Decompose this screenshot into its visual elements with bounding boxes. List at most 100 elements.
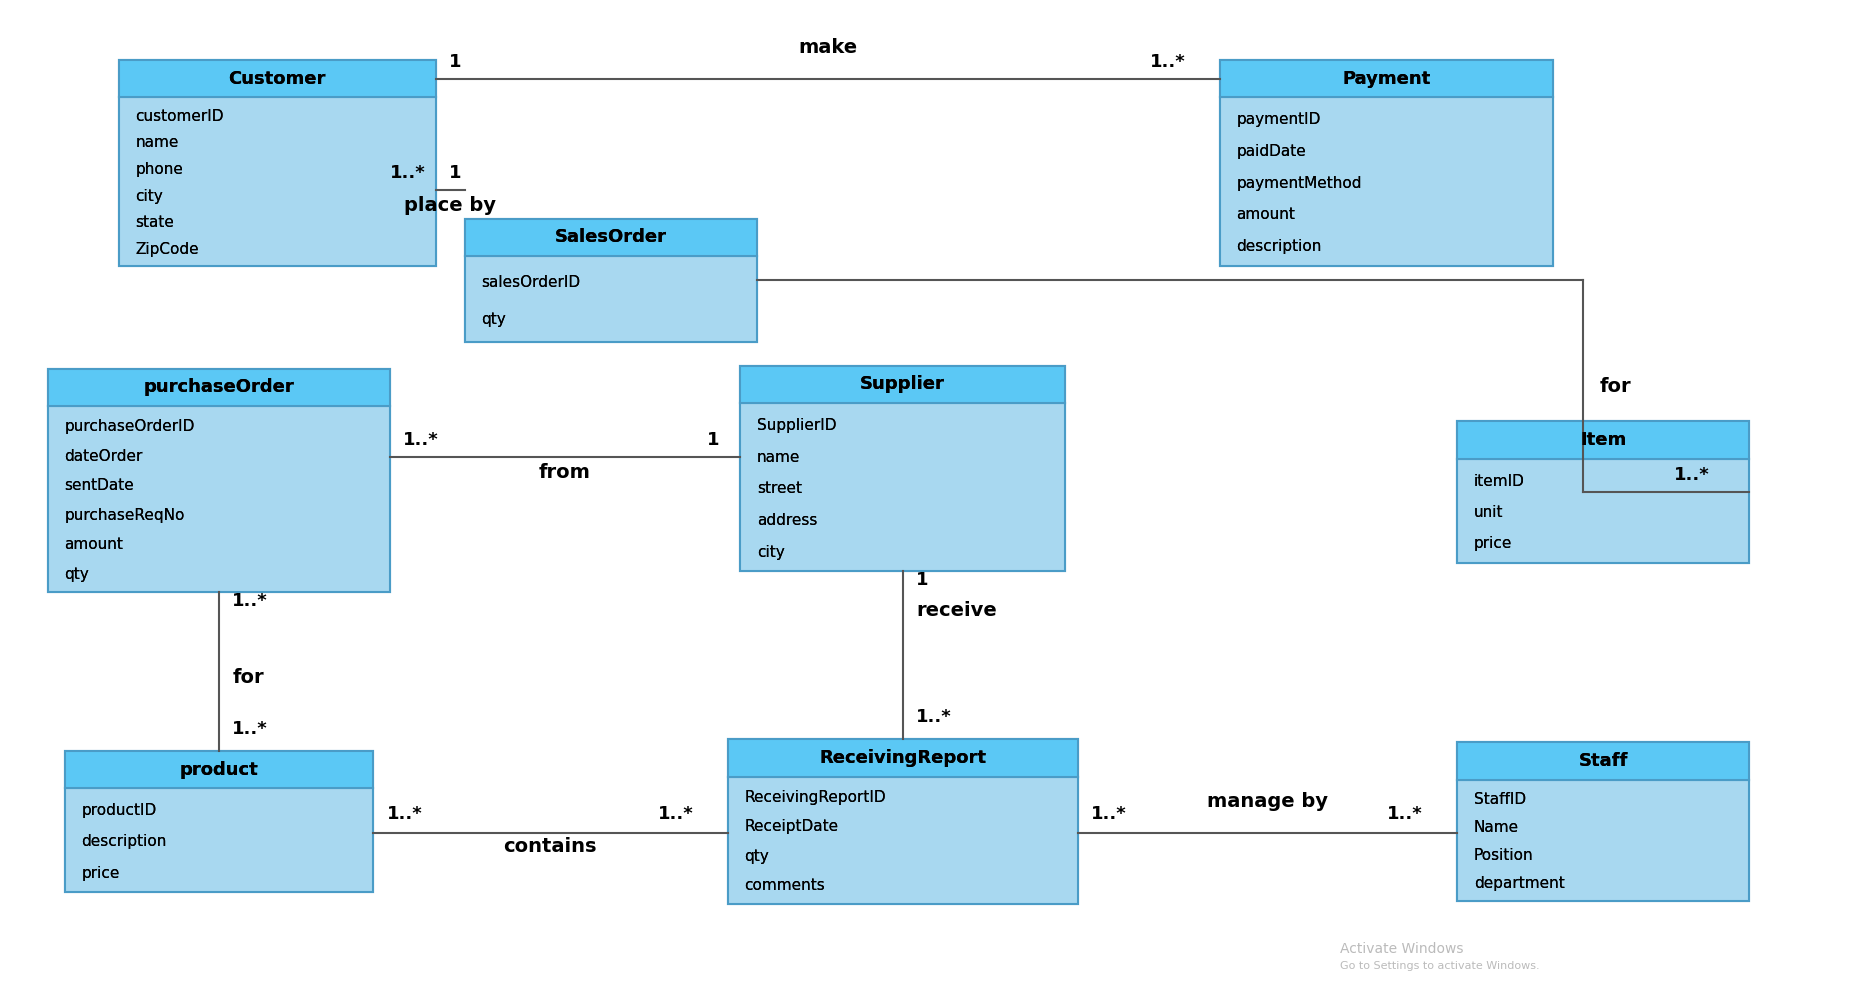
- Text: qty: qty: [64, 567, 90, 582]
- Text: state: state: [135, 215, 174, 230]
- FancyBboxPatch shape: [739, 403, 1065, 572]
- FancyBboxPatch shape: [1456, 742, 1748, 779]
- Text: address: address: [756, 513, 816, 528]
- Text: description: description: [1236, 239, 1322, 254]
- Text: 1..*: 1..*: [1674, 466, 1709, 484]
- Text: SalesOrder: SalesOrder: [554, 228, 666, 246]
- FancyBboxPatch shape: [64, 751, 373, 788]
- Text: address: address: [756, 513, 816, 528]
- Text: phone: phone: [135, 162, 183, 177]
- Text: Supplier: Supplier: [861, 375, 945, 394]
- Text: contains: contains: [504, 836, 597, 856]
- Text: city: city: [756, 545, 784, 560]
- Text: for: for: [1601, 377, 1631, 396]
- Text: price: price: [80, 866, 120, 881]
- Text: product: product: [180, 761, 258, 778]
- Text: qty: qty: [745, 849, 769, 864]
- Text: qty: qty: [481, 312, 505, 327]
- Text: comments: comments: [745, 879, 826, 893]
- Text: 1..*: 1..*: [657, 805, 693, 823]
- Text: name: name: [135, 136, 180, 151]
- Text: SupplierID: SupplierID: [756, 418, 837, 433]
- FancyBboxPatch shape: [728, 739, 1078, 776]
- Text: productID: productID: [80, 803, 157, 818]
- Text: Supplier: Supplier: [861, 375, 945, 394]
- Text: amount: amount: [1236, 208, 1295, 222]
- Text: 1..*: 1..*: [402, 431, 438, 449]
- Text: dateOrder: dateOrder: [64, 449, 142, 463]
- Text: paidDate: paidDate: [1236, 144, 1307, 158]
- FancyBboxPatch shape: [118, 60, 436, 97]
- Text: itemID: itemID: [1473, 473, 1524, 488]
- Text: paymentID: paymentID: [1236, 112, 1320, 127]
- FancyBboxPatch shape: [464, 256, 756, 342]
- FancyBboxPatch shape: [464, 218, 756, 256]
- Text: qty: qty: [64, 567, 90, 582]
- FancyBboxPatch shape: [64, 788, 373, 892]
- Text: city: city: [756, 545, 784, 560]
- Text: itemID: itemID: [1473, 473, 1524, 488]
- Text: Position: Position: [1473, 848, 1533, 863]
- Text: description: description: [80, 834, 167, 849]
- Text: state: state: [135, 215, 174, 230]
- Text: ReceivingReportID: ReceivingReportID: [745, 790, 885, 805]
- Text: purchaseOrderID: purchaseOrderID: [64, 419, 195, 434]
- FancyBboxPatch shape: [64, 751, 373, 788]
- FancyBboxPatch shape: [728, 776, 1078, 903]
- Text: ZipCode: ZipCode: [135, 242, 198, 257]
- Text: Payment: Payment: [1342, 70, 1430, 88]
- FancyBboxPatch shape: [464, 218, 756, 256]
- Text: Item: Item: [1580, 431, 1627, 450]
- Text: Item: Item: [1580, 431, 1627, 450]
- Text: purchaseReqNo: purchaseReqNo: [64, 508, 185, 523]
- Text: amount: amount: [64, 537, 124, 552]
- FancyBboxPatch shape: [1456, 779, 1748, 900]
- Text: department: department: [1473, 877, 1565, 892]
- FancyBboxPatch shape: [739, 403, 1065, 572]
- FancyBboxPatch shape: [728, 776, 1078, 903]
- Text: ReceiptDate: ReceiptDate: [745, 820, 839, 834]
- FancyBboxPatch shape: [1456, 460, 1748, 563]
- Text: unit: unit: [1473, 505, 1503, 520]
- Text: price: price: [80, 866, 120, 881]
- Text: purchaseOrder: purchaseOrder: [144, 378, 294, 397]
- Text: name: name: [756, 450, 799, 464]
- Text: city: city: [135, 189, 163, 204]
- FancyBboxPatch shape: [64, 788, 373, 892]
- Text: sentDate: sentDate: [64, 478, 135, 493]
- FancyBboxPatch shape: [1456, 742, 1748, 779]
- Text: street: street: [756, 481, 801, 496]
- Text: ZipCode: ZipCode: [135, 242, 198, 257]
- Text: phone: phone: [135, 162, 183, 177]
- Text: Customer: Customer: [228, 70, 326, 88]
- Text: name: name: [756, 450, 799, 464]
- Text: Activate Windows: Activate Windows: [1340, 942, 1464, 956]
- Text: from: from: [539, 462, 592, 482]
- Text: dateOrder: dateOrder: [64, 449, 142, 463]
- Text: amount: amount: [1236, 208, 1295, 222]
- FancyBboxPatch shape: [1219, 60, 1554, 97]
- Text: department: department: [1473, 877, 1565, 892]
- FancyBboxPatch shape: [118, 60, 436, 97]
- Text: receive: receive: [915, 601, 996, 620]
- Text: qty: qty: [745, 849, 769, 864]
- Text: Position: Position: [1473, 848, 1533, 863]
- FancyBboxPatch shape: [49, 369, 389, 406]
- Text: paidDate: paidDate: [1236, 144, 1307, 158]
- Text: 1..*: 1..*: [1091, 805, 1127, 823]
- Text: 1..*: 1..*: [389, 164, 425, 182]
- Text: qty: qty: [481, 312, 505, 327]
- Text: Go to Settings to activate Windows.: Go to Settings to activate Windows.: [1340, 961, 1539, 971]
- Text: 1..*: 1..*: [232, 720, 268, 738]
- Text: manage by: manage by: [1207, 792, 1327, 811]
- FancyBboxPatch shape: [49, 369, 389, 406]
- Text: ReceivingReportID: ReceivingReportID: [745, 790, 885, 805]
- Text: customerID: customerID: [135, 108, 225, 124]
- Text: SalesOrder: SalesOrder: [554, 228, 666, 246]
- Text: customerID: customerID: [135, 108, 225, 124]
- FancyBboxPatch shape: [118, 97, 436, 266]
- Text: ReceivingReport: ReceivingReport: [820, 749, 987, 767]
- FancyBboxPatch shape: [1219, 60, 1554, 97]
- Text: ReceivingReport: ReceivingReport: [820, 749, 987, 767]
- Text: Staff: Staff: [1578, 752, 1629, 769]
